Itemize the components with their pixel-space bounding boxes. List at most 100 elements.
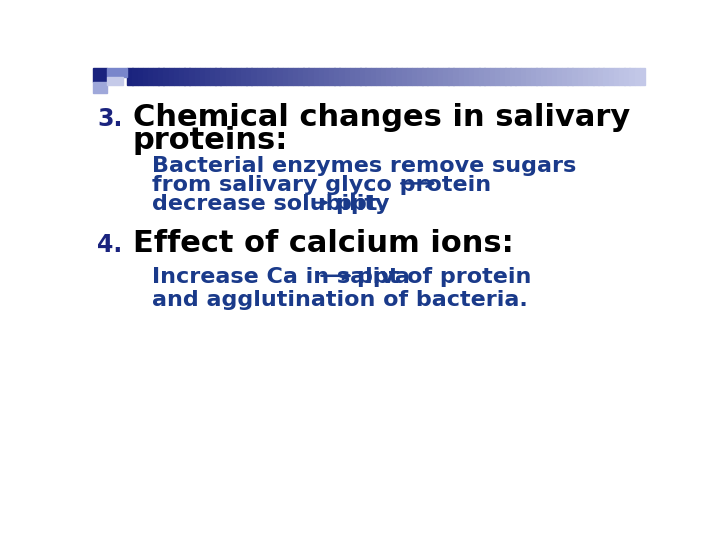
Bar: [588, 68, 593, 85]
Bar: [412, 68, 418, 85]
Bar: [293, 68, 298, 85]
Text: proteins:: proteins:: [132, 126, 288, 156]
Bar: [199, 68, 205, 85]
Bar: [603, 68, 609, 85]
Bar: [376, 68, 382, 85]
Bar: [407, 68, 413, 85]
Bar: [179, 68, 184, 85]
Text: 3.: 3.: [97, 107, 122, 131]
Bar: [474, 68, 480, 85]
Bar: [355, 68, 361, 85]
Bar: [272, 68, 278, 85]
Bar: [397, 68, 402, 85]
Bar: [277, 68, 283, 85]
Bar: [210, 68, 215, 85]
Bar: [608, 68, 614, 85]
Bar: [256, 68, 262, 85]
Bar: [546, 68, 552, 85]
Bar: [541, 68, 547, 85]
Bar: [640, 68, 645, 85]
Bar: [634, 68, 640, 85]
Bar: [308, 68, 314, 85]
Bar: [629, 68, 635, 85]
Text: ppt.: ppt.: [335, 194, 386, 214]
Bar: [251, 68, 257, 85]
Bar: [443, 68, 449, 85]
Bar: [93, 68, 107, 82]
Bar: [163, 68, 169, 85]
Bar: [350, 68, 356, 85]
Bar: [500, 68, 505, 85]
Text: from salivary glyco protein: from salivary glyco protein: [152, 175, 491, 195]
Bar: [153, 68, 158, 85]
Bar: [298, 68, 304, 85]
Bar: [93, 82, 107, 92]
Bar: [241, 68, 247, 85]
Bar: [454, 68, 459, 85]
Bar: [215, 68, 221, 85]
Bar: [495, 68, 500, 85]
Bar: [334, 68, 340, 85]
Bar: [428, 68, 433, 85]
Bar: [319, 68, 324, 85]
Bar: [371, 68, 376, 85]
Bar: [417, 68, 423, 85]
Text: Effect of calcium ions:: Effect of calcium ions:: [132, 229, 513, 258]
Bar: [619, 68, 624, 85]
Bar: [148, 68, 153, 85]
Bar: [402, 68, 407, 85]
Bar: [577, 68, 583, 85]
Text: ppt of protein: ppt of protein: [357, 267, 532, 287]
Text: Bacterial enzymes remove sugars: Bacterial enzymes remove sugars: [152, 156, 576, 176]
Text: Increase Ca in saliva: Increase Ca in saliva: [152, 267, 410, 287]
Bar: [360, 68, 366, 85]
Bar: [391, 68, 397, 85]
Bar: [282, 68, 288, 85]
Bar: [174, 68, 179, 85]
Bar: [220, 68, 226, 85]
Bar: [480, 68, 485, 85]
Bar: [107, 68, 127, 77]
Bar: [184, 68, 189, 85]
Bar: [365, 68, 371, 85]
Bar: [225, 68, 231, 85]
Bar: [557, 68, 562, 85]
Bar: [552, 68, 557, 85]
Bar: [582, 68, 588, 85]
Bar: [329, 68, 335, 85]
Bar: [505, 68, 510, 85]
Bar: [567, 68, 573, 85]
Text: Chemical changes in salivary: Chemical changes in salivary: [132, 103, 630, 132]
Bar: [230, 68, 236, 85]
Bar: [386, 68, 392, 85]
Text: 4.: 4.: [97, 233, 122, 256]
Bar: [189, 68, 195, 85]
Bar: [459, 68, 464, 85]
Bar: [469, 68, 474, 85]
Bar: [531, 68, 536, 85]
Bar: [423, 68, 428, 85]
Bar: [448, 68, 454, 85]
Bar: [127, 68, 132, 85]
Bar: [536, 68, 541, 85]
Text: decrease solubility: decrease solubility: [152, 194, 390, 214]
Bar: [464, 68, 469, 85]
Bar: [598, 68, 604, 85]
Bar: [521, 68, 526, 85]
Bar: [262, 68, 267, 85]
Bar: [490, 68, 495, 85]
Bar: [158, 68, 164, 85]
Bar: [267, 68, 273, 85]
Bar: [236, 68, 241, 85]
Bar: [510, 68, 516, 85]
Bar: [516, 68, 521, 85]
Bar: [381, 68, 387, 85]
Text: and agglutination of bacteria.: and agglutination of bacteria.: [152, 291, 528, 310]
Bar: [526, 68, 531, 85]
Bar: [339, 68, 345, 85]
Bar: [324, 68, 330, 85]
Bar: [132, 68, 138, 85]
Bar: [438, 68, 444, 85]
Bar: [433, 68, 438, 85]
Bar: [624, 68, 630, 85]
